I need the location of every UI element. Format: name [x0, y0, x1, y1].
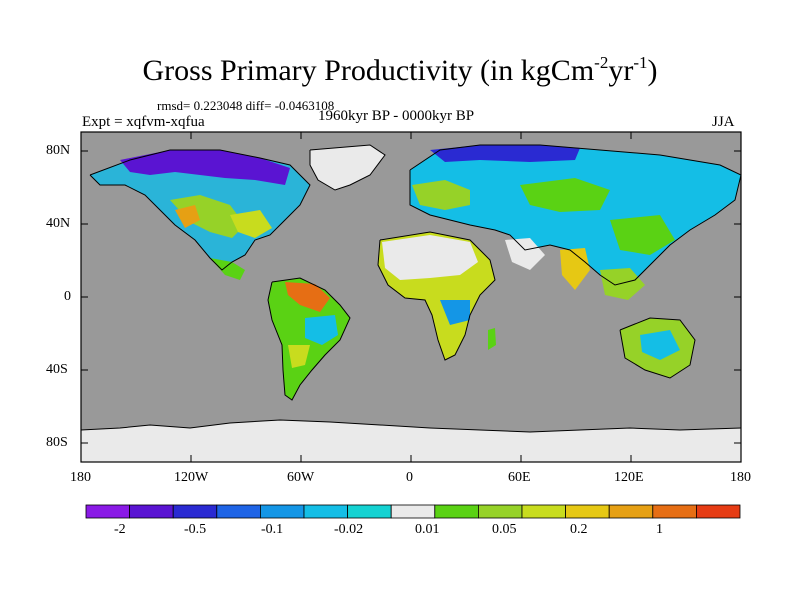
lon-tick: 120W — [174, 470, 209, 485]
colorbar-box — [652, 504, 697, 519]
na-green-1 — [170, 195, 245, 238]
siberia-purple — [430, 145, 580, 162]
title-sup-1: -2 — [594, 53, 609, 72]
colorbar-box — [85, 504, 130, 519]
colorbar-box — [129, 504, 174, 519]
coastlines — [80, 144, 742, 433]
mexico — [210, 258, 245, 280]
colorbar-box — [259, 504, 305, 519]
se-asia — [600, 268, 645, 300]
lat-tick: 0 — [64, 289, 71, 304]
lat-tick: 40N — [46, 216, 71, 231]
colorbar-label: -0.5 — [184, 522, 207, 537]
colorbar-box — [565, 504, 610, 519]
na-arctic-purple — [120, 150, 290, 185]
india — [560, 248, 590, 290]
stats-line: rmsd= 0.223048 diff= -0.0463108 — [157, 98, 335, 113]
colorbar-label: 0.05 — [492, 522, 517, 537]
sa-blue — [305, 315, 338, 345]
title-end: ) — [647, 54, 658, 87]
na-yellow-1 — [230, 210, 272, 238]
title-sup-2: -1 — [633, 53, 648, 72]
colorbar-box — [303, 504, 348, 519]
colorbar-label: 1 — [656, 522, 663, 537]
chart-title: Gross Primary Productivity (in kgCm-2yr-… — [0, 54, 800, 88]
colorbar-label: 0.2 — [570, 522, 588, 537]
lon-tick: 60W — [287, 470, 315, 485]
title-mid: yr — [608, 54, 634, 87]
colorbar-label: -0.1 — [261, 522, 284, 537]
lon-tick: 120E — [614, 470, 644, 485]
sa-orange — [285, 282, 330, 312]
colorbar-box — [172, 504, 218, 519]
colorbar-box — [477, 504, 523, 519]
colorbar-label: -2 — [114, 522, 126, 537]
na-orange-1 — [175, 205, 200, 228]
sahara-ice — [382, 235, 478, 280]
axis-ticks — [81, 132, 741, 462]
lat-tick: 40S — [46, 362, 68, 377]
period-label: 1960kyr BP - 0000kyr BP — [318, 108, 475, 124]
madagascar — [488, 328, 496, 350]
colorbar-box — [347, 504, 392, 519]
colorbar-box — [521, 504, 566, 519]
china-green — [610, 215, 675, 255]
colorbar-box — [434, 504, 479, 519]
season-label: JJA — [712, 114, 735, 130]
colorbar-box — [216, 504, 261, 519]
lat-tick: 80N — [46, 143, 71, 158]
colorbar-box — [608, 504, 654, 519]
africa-blue — [440, 300, 470, 325]
central-asia-green — [520, 178, 610, 212]
greenland-ice — [310, 145, 385, 190]
lon-tick: 0 — [406, 470, 413, 485]
australia-blue — [640, 330, 680, 360]
colorbar-box — [390, 504, 436, 519]
colorbar-label: -0.02 — [334, 522, 364, 537]
title-main: Gross Primary Productivity (in kgCm — [142, 54, 595, 87]
expt-label: Expt = xqfvm-xqfua — [82, 114, 205, 130]
lon-tick: 60E — [508, 470, 531, 485]
lat-tick: 80S — [46, 435, 68, 450]
lon-tick: 180 — [70, 470, 91, 485]
sa-yellow — [288, 345, 310, 368]
europe-green — [412, 180, 470, 210]
colorbar-box — [696, 504, 741, 519]
colorbar-label: 0.01 — [415, 522, 440, 537]
lon-tick: 180 — [730, 470, 751, 485]
arabia-ice — [505, 238, 545, 270]
